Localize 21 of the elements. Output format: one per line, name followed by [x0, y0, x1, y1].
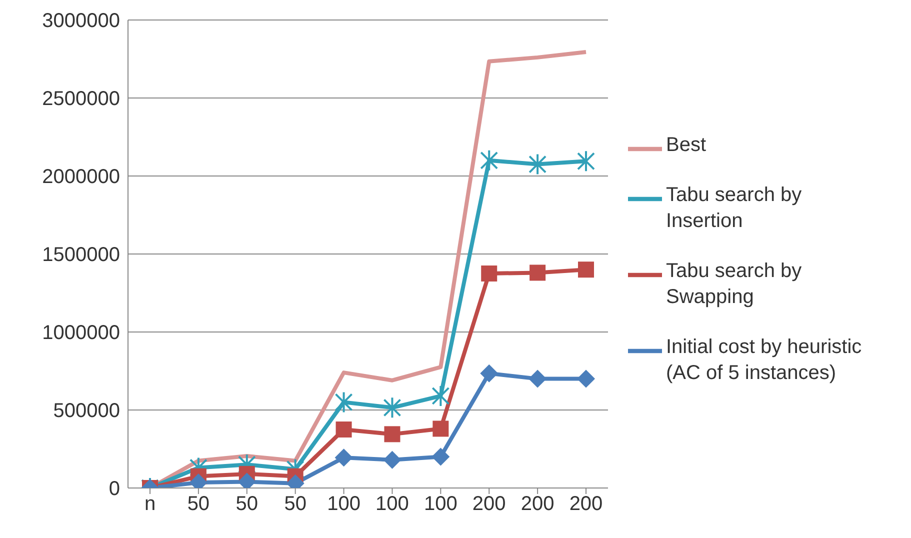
x-tick-label: 200 [472, 493, 506, 516]
x-tick-label: 100 [327, 493, 360, 516]
y-tick-label: 2500000 [42, 88, 120, 110]
y-tick-label: 1000000 [42, 322, 120, 344]
x-tick-label: 50 [284, 493, 306, 516]
y-tick-label: 0 [108, 478, 120, 500]
legend-label: Initial cost by heuristic (AC of 5 instances) [666, 334, 863, 386]
legend-label: Best [666, 132, 708, 158]
legend-label: Tabu search by Swapping [666, 258, 803, 310]
x-tick-label: 200 [569, 493, 603, 516]
y-tick-label: 500000 [53, 400, 120, 422]
y-tick-label: 3000000 [42, 10, 120, 32]
x-tick-label: n [144, 493, 156, 516]
x-tick-label: 100 [376, 493, 409, 516]
x-tick-label: 100 [424, 493, 458, 516]
y-tick-label: 2000000 [42, 166, 120, 188]
x-tick-label: 50 [187, 493, 210, 516]
y-tick-label: 1500000 [42, 244, 120, 266]
x-tick-label: 200 [520, 493, 554, 516]
x-tick-label: 50 [236, 493, 258, 516]
legend-label: Tabu search by Insertion [666, 182, 803, 234]
